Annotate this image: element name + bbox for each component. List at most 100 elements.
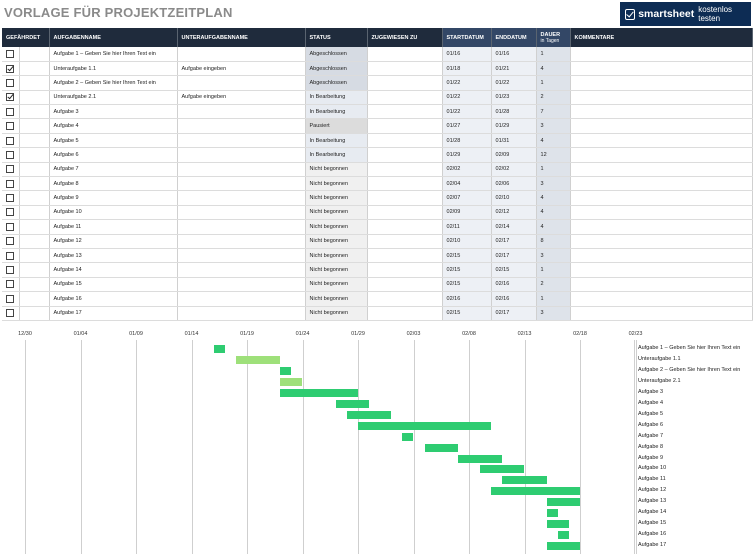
status-cell[interactable]: Nicht begonnen [305, 234, 368, 249]
task-name-cell[interactable]: Aufgabe 14 [49, 262, 178, 278]
table-row[interactable]: Aufgabe 16 Nicht begonnen 02/16 02/16 1 [2, 291, 753, 307]
end-date-cell[interactable]: 01/22 [491, 75, 537, 91]
end-date-cell[interactable]: 02/09 [491, 147, 537, 163]
task-name-cell[interactable]: Aufgabe 17 [49, 306, 178, 321]
comments-cell[interactable] [570, 133, 753, 149]
risk-checkbox[interactable] [6, 251, 14, 260]
task-name-cell[interactable]: Aufgabe 3 [49, 104, 178, 120]
status-cell[interactable]: In Bearbeitung [305, 147, 368, 163]
status-cell[interactable]: Nicht begonnen [305, 176, 368, 192]
assigned-cell[interactable] [367, 306, 443, 321]
assigned-cell[interactable] [367, 277, 443, 293]
start-date-cell[interactable]: 01/22 [442, 104, 492, 120]
start-date-cell[interactable]: 01/18 [442, 61, 492, 77]
task-name-cell[interactable]: Unteraufgabe 2.1 [49, 90, 178, 106]
status-cell[interactable]: Nicht begonnen [305, 277, 368, 293]
task-name-cell[interactable]: Aufgabe 13 [49, 248, 178, 264]
comments-cell[interactable] [570, 306, 753, 321]
duration-cell[interactable]: 1 [536, 262, 571, 278]
status-cell[interactable]: Nicht begonnen [305, 162, 368, 178]
start-date-cell[interactable]: 02/10 [442, 234, 492, 249]
comments-cell[interactable] [570, 219, 753, 235]
start-date-cell[interactable]: 02/02 [442, 162, 492, 178]
table-row[interactable]: Aufgabe 6 In Bearbeitung 01/29 02/09 12 [2, 147, 753, 163]
gantt-bar[interactable] [491, 487, 580, 496]
table-row[interactable]: Aufgabe 2 – Geben Sie hier Ihren Text ei… [2, 75, 753, 91]
duration-cell[interactable]: 4 [536, 205, 571, 221]
end-date-cell[interactable]: 02/17 [491, 306, 537, 321]
end-date-cell[interactable]: 02/17 [491, 248, 537, 264]
gantt-bar[interactable] [358, 421, 492, 430]
risk-checkbox[interactable] [6, 107, 14, 116]
status-cell[interactable]: In Bearbeitung [305, 133, 368, 149]
comments-cell[interactable] [570, 162, 753, 178]
assigned-cell[interactable] [367, 162, 443, 178]
table-row[interactable]: Aufgabe 14 Nicht begonnen 02/15 02/15 1 [2, 262, 753, 278]
status-cell[interactable]: Nicht begonnen [305, 205, 368, 221]
risk-cell[interactable] [2, 90, 20, 106]
risk-checkbox[interactable] [6, 165, 14, 174]
assigned-cell[interactable] [367, 75, 443, 91]
task-name-cell[interactable]: Aufgabe 16 [49, 291, 178, 307]
duration-cell[interactable]: 4 [536, 61, 571, 77]
duration-cell[interactable]: 4 [536, 219, 571, 235]
table-row[interactable]: Aufgabe 3 In Bearbeitung 01/22 01/28 7 [2, 104, 753, 120]
status-cell[interactable]: Nicht begonnen [305, 190, 368, 206]
end-date-cell[interactable]: 01/28 [491, 104, 537, 120]
duration-cell[interactable]: 12 [536, 147, 571, 163]
comments-cell[interactable] [570, 147, 753, 163]
table-row[interactable]: Unteraufgabe 1.1 Aufgabe eingeben Abgeschl… [2, 61, 753, 77]
risk-cell[interactable] [2, 176, 20, 192]
subtask-name-cell[interactable]: Aufgabe eingeben [177, 61, 306, 77]
start-date-cell[interactable]: 01/16 [442, 47, 492, 62]
risk-cell[interactable] [2, 75, 20, 91]
status-cell[interactable]: In Bearbeitung [305, 90, 368, 106]
assigned-cell[interactable] [367, 262, 443, 278]
duration-cell[interactable]: 4 [536, 133, 571, 149]
end-date-cell[interactable]: 02/16 [491, 291, 537, 307]
task-name-cell[interactable]: Aufgabe 1 – Geben Sie hier Ihren Text ei… [49, 47, 178, 62]
assigned-cell[interactable] [367, 104, 443, 120]
subtask-name-cell[interactable] [177, 176, 306, 192]
gantt-bar[interactable] [546, 509, 558, 518]
start-date-cell[interactable]: 01/28 [442, 133, 492, 149]
start-date-cell[interactable]: 01/22 [442, 75, 492, 91]
start-date-cell[interactable]: 02/04 [442, 176, 492, 192]
task-name-cell[interactable]: Aufgabe 11 [49, 219, 178, 235]
start-date-cell[interactable]: 02/15 [442, 248, 492, 264]
duration-cell[interactable]: 4 [536, 190, 571, 206]
gantt-bar[interactable] [480, 465, 525, 474]
assigned-cell[interactable] [367, 291, 443, 307]
duration-cell[interactable]: 3 [536, 306, 571, 321]
risk-cell[interactable] [2, 306, 20, 321]
end-date-cell[interactable]: 02/17 [491, 234, 537, 249]
gantt-bar[interactable] [235, 355, 281, 364]
start-date-cell[interactable]: 02/15 [442, 306, 492, 321]
task-name-cell[interactable]: Aufgabe 8 [49, 176, 178, 192]
gantt-bar[interactable] [557, 531, 569, 540]
risk-cell[interactable] [2, 248, 20, 264]
assigned-cell[interactable] [367, 248, 443, 264]
status-cell[interactable]: Abgeschlossen [305, 61, 368, 77]
risk-checkbox[interactable] [6, 280, 14, 289]
end-date-cell[interactable]: 02/15 [491, 262, 537, 278]
status-cell[interactable]: Abgeschlossen [305, 47, 368, 62]
risk-checkbox[interactable] [6, 222, 14, 231]
end-date-cell[interactable]: 01/29 [491, 118, 537, 134]
gantt-bar[interactable] [546, 542, 580, 551]
status-cell[interactable]: In Bearbeitung [305, 104, 368, 120]
risk-cell[interactable] [2, 291, 20, 307]
task-name-cell[interactable]: Aufgabe 4 [49, 118, 178, 134]
subtask-name-cell[interactable]: Aufgabe eingeben [177, 90, 306, 106]
risk-checkbox[interactable] [6, 266, 14, 275]
start-date-cell[interactable]: 01/29 [442, 147, 492, 163]
comments-cell[interactable] [570, 291, 753, 307]
duration-cell[interactable]: 1 [536, 75, 571, 91]
task-name-cell[interactable]: Aufgabe 2 – Geben Sie hier Ihren Text ei… [49, 75, 178, 91]
header-end[interactable]: ENDDATUM [491, 28, 537, 47]
start-date-cell[interactable]: 02/07 [442, 190, 492, 206]
end-date-cell[interactable]: 02/06 [491, 176, 537, 192]
risk-checkbox[interactable] [6, 78, 14, 87]
start-date-cell[interactable]: 02/09 [442, 205, 492, 221]
status-cell[interactable]: Nicht begonnen [305, 219, 368, 235]
